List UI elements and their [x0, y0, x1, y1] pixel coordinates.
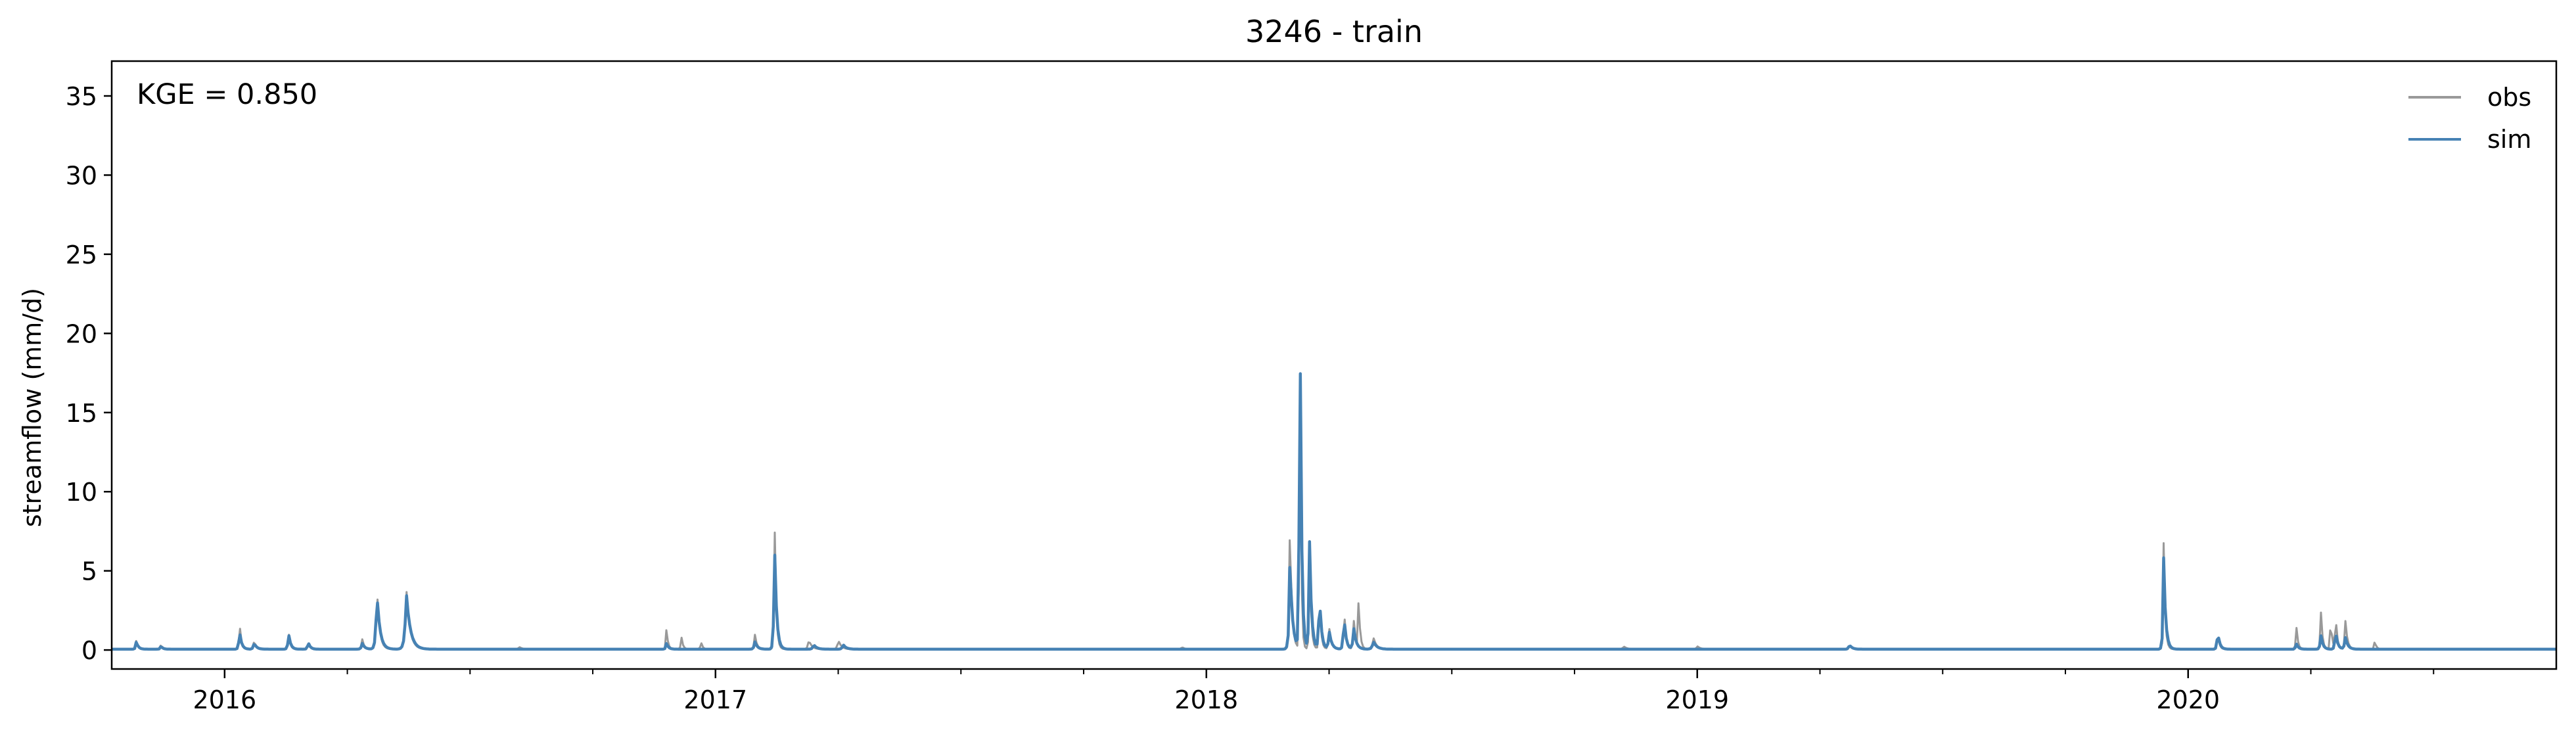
- x-tick-label-2016: 2016: [193, 685, 256, 714]
- y-tick-label-35: 35: [66, 82, 97, 111]
- series-line-sim: [112, 372, 2556, 651]
- y-tick-label-30: 30: [66, 161, 97, 190]
- chart-title: 3246 - train: [1245, 14, 1423, 49]
- plot-layer: [112, 372, 2556, 651]
- x-tick-label-2017: 2017: [683, 685, 747, 714]
- y-tick-label-20: 20: [66, 319, 97, 348]
- y-tick-label-15: 15: [66, 399, 97, 428]
- y-tick-label-25: 25: [66, 241, 97, 269]
- y-tick-label-0: 0: [81, 636, 97, 665]
- plot-frame: [110, 60, 2558, 670]
- x-tick-label-2020: 2020: [2156, 685, 2220, 714]
- axes-layer: 0 5 10 15 20 25 30 35 2016 2017 2018 2019 2020: [66, 60, 2558, 714]
- legend: obs sim: [2408, 83, 2531, 154]
- y-tick-label-10: 10: [66, 478, 97, 507]
- kge-annotation: KGE = 0.850: [137, 78, 317, 111]
- y-axis-label: streamflow (mm/d): [18, 288, 47, 527]
- x-tick-label-2019: 2019: [1665, 685, 1729, 714]
- x-tick-label-2018: 2018: [1174, 685, 1238, 714]
- series-line-obs: [112, 385, 2556, 651]
- legend-label-obs: obs: [2487, 83, 2531, 112]
- legend-label-sim: sim: [2487, 125, 2531, 154]
- y-tick-label-5: 5: [81, 557, 97, 586]
